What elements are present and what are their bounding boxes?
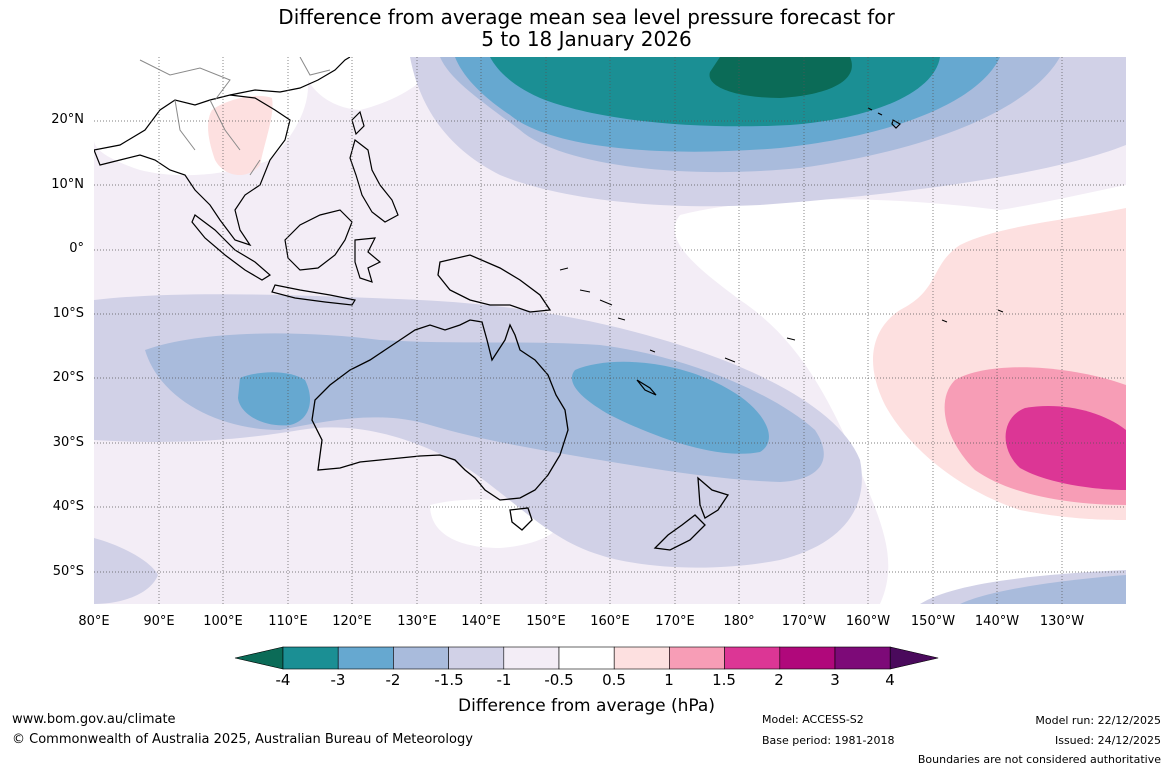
colorbar-tick: 4 [885,671,895,689]
positive-anomaly-indochina [208,95,273,176]
colorbar-tick: 1.5 [712,671,736,689]
negative-anomaly-far-south-east-1.5 [960,575,1126,604]
colorbar-tick: -2 [385,671,401,689]
colorbar-tick: -1 [496,671,512,689]
java-coastline [271,284,356,306]
colorbar-tick: 1 [664,671,674,689]
footer-disclaimer: Boundaries are not considered authoritat… [917,753,1161,766]
philippines-coastline [349,138,399,223]
positive-anomaly-1.5 [1005,406,1126,490]
sulawesi-coastline [354,237,382,283]
colorbar-label: Difference from average (hPa) [458,696,715,716]
taiwan-coastline [351,110,365,136]
footer-model: Model: ACCESS-S2 [762,713,864,726]
lon-label: 170°W [781,614,827,629]
lat-label: 40°S [52,499,84,514]
tasmania-coastline [509,507,533,531]
new-guinea-coastline [437,254,552,313]
lon-label: 140°E [461,614,501,629]
lat-label: 50°S [52,564,84,579]
lon-label: 160°W [845,614,891,629]
footer-issued: Issued: 24/12/2025 [1054,734,1161,747]
colorbar-tick: 3 [830,671,840,689]
colorbar-tick: -0.5 [544,671,574,689]
lon-label: 150°W [910,614,956,629]
lat-label: 0° [69,241,84,256]
lat-label: 20°N [51,112,84,127]
lon-label: 180° [723,614,755,629]
colorbar-tick: -4 [275,671,291,689]
borneo-coastline [284,209,353,271]
country-borders [139,57,331,176]
lat-label: 30°S [52,435,84,450]
footer-model-run: Model run: 22/12/2025 [1035,714,1161,727]
lon-label: 170°E [655,614,695,629]
colorbar-tick: -1.5 [434,671,464,689]
southeast-asia-coastline [94,94,291,247]
colorbar-tick: -3 [330,671,346,689]
negative-anomaly-south-2-west [238,372,310,426]
lat-label: 10°N [51,177,84,192]
china-coastline [229,57,351,96]
graticule [94,57,1126,604]
new-caledonia-coastline [636,379,657,396]
negative-anomaly-far-south-west [94,538,158,604]
lat-label: 20°S [52,370,84,385]
colorbar-tick: 0.5 [602,671,626,689]
footer-base-period: Base period: 1981-2018 [762,734,895,747]
new-zealand-coastline [653,476,730,551]
lon-label: 100°E [203,614,243,629]
negative-anomaly-south-2-east [571,361,769,454]
lon-label: 90°E [143,614,175,629]
map-title-line2: 5 to 18 January 2026 [481,27,692,51]
sumatra-coastline [191,214,272,281]
lon-label: 130°W [1039,614,1085,629]
lon-label: 160°E [590,614,630,629]
map-title-line1: Difference from average mean sea level p… [278,5,895,29]
colorbar-tick: 2 [774,671,784,689]
lon-label: 130°E [397,614,437,629]
lon-label: 110°E [268,614,308,629]
australia-coastline [311,319,569,501]
footer-copyright: © Commonwealth of Australia 2025, Austra… [12,732,473,747]
lat-label: 10°S [52,306,84,321]
negative-anomaly-north-4 [709,57,852,98]
lon-label: 120°E [332,614,372,629]
hawaii-islands [867,107,901,129]
footer-website-link[interactable]: www.bom.gov.au/climate [12,712,176,727]
lon-label: 150°E [526,614,566,629]
pacific-islands [559,267,1004,363]
lon-label: 140°W [974,614,1020,629]
lon-label: 80°E [78,614,110,629]
